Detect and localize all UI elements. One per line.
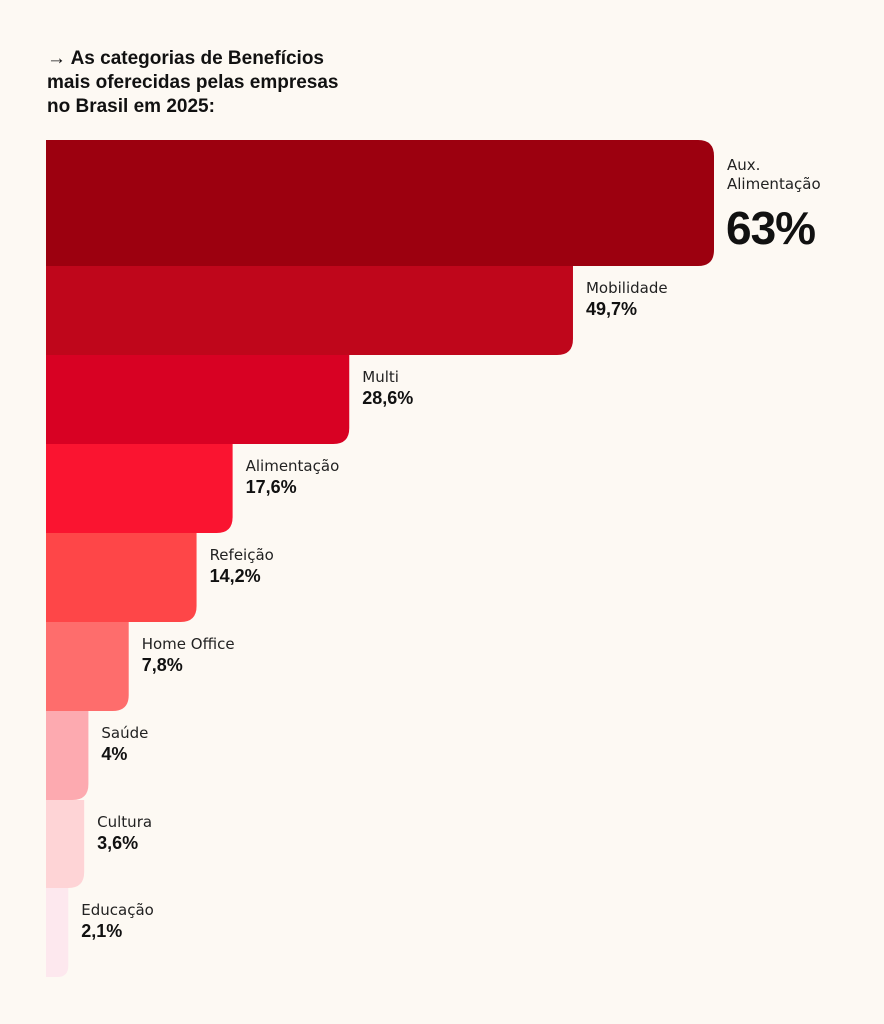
bar-home-office: [46, 622, 129, 711]
category-label: Aux. Alimentação: [727, 156, 821, 193]
title-line: no Brasil em 2025:: [47, 96, 215, 117]
value-label: 49,7%: [585, 299, 638, 319]
category-label: Saúde: [101, 724, 149, 742]
bar-mobilidade: [46, 266, 573, 355]
title-line: → As categorias de Benefícios: [47, 48, 325, 69]
bar-educação: [46, 888, 69, 977]
bar-alimentação: [46, 444, 233, 533]
category-label: Mobilidade: [585, 279, 668, 297]
category-label: Multi: [362, 368, 399, 386]
category-label: Cultura: [97, 813, 153, 831]
category-label: Educação: [81, 901, 154, 919]
category-label: Refeição: [209, 546, 274, 564]
value-label: 63%: [726, 202, 816, 254]
category-label: Home Office: [141, 635, 235, 653]
value-label: 3,6%: [97, 833, 139, 853]
bar-multi: [46, 355, 350, 444]
value-label: 14,2%: [209, 566, 261, 586]
category-label: Alimentação: [245, 457, 340, 475]
bar-cultura: [46, 800, 85, 888]
title-line: mais oferecidas pelas empresas: [47, 72, 339, 93]
bar-saúde: [46, 711, 89, 800]
value-label: 17,6%: [245, 477, 297, 497]
value-label: 4%: [101, 744, 128, 764]
value-label: 28,6%: [362, 388, 414, 408]
chart-title: → As categorias de Benefícios mais ofere…: [47, 47, 387, 119]
value-label: 2,1%: [81, 921, 123, 941]
bar-aux-alimentação: [46, 140, 714, 266]
bar-refeição: [46, 533, 197, 622]
value-label: 7,8%: [141, 655, 183, 675]
